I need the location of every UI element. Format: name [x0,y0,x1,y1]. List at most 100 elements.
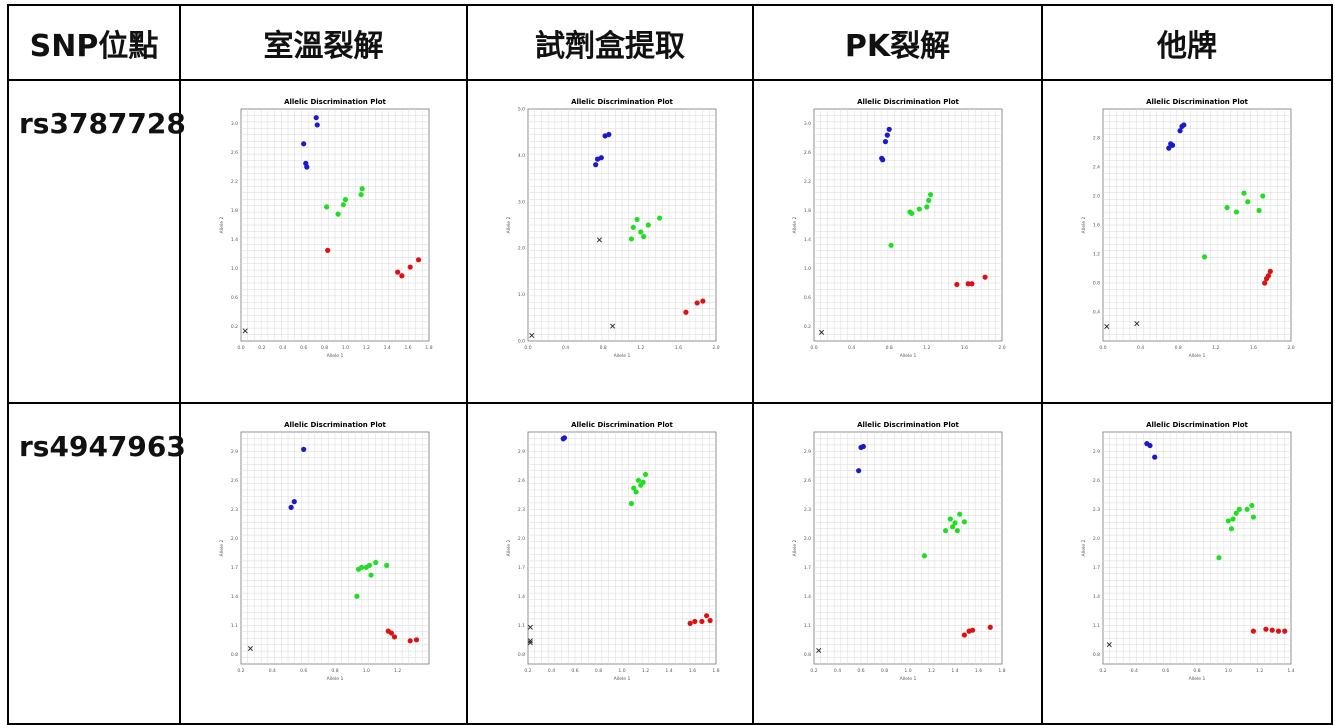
x-tick-label: 0.2 [237,668,244,674]
hetero-point [645,222,651,228]
x-tick-label: 1.8 [998,668,1005,674]
allele2-point [692,618,698,625]
x-tick-label: 1.8 [425,345,432,351]
x-tick-label: 1.2 [1256,668,1263,674]
hetero-point [657,215,663,221]
header-snp: SNP位點 [7,4,181,81]
plot-cell: Allelic Discrimination Plot 0.0 0.4 0.8 1.2 1… [752,79,1043,404]
y-tick-label: 2.6 [231,478,238,484]
allele2-point [970,627,976,633]
hetero-point [954,528,960,534]
x-tick-label: 0.8 [881,668,888,674]
allelic-discrimination-plot: Allelic Discrimination Plot 0.2 0.4 0.6 0.8 1… [506,421,720,682]
ntc-stroke [819,329,825,335]
y-tick-label: 1.1 [1093,623,1100,629]
hetero-point [1233,510,1239,516]
allele2-point [1262,280,1268,286]
ntc-marker [1106,642,1112,648]
allele1-point [1166,145,1172,151]
y-tick-label: 1.4 [518,594,525,600]
allele1-point [561,435,568,441]
x-tick-label: 1.2 [1212,345,1219,351]
hetero-point [1228,526,1235,532]
x-axis-label: Allele 1 [327,676,344,682]
allele1-point [882,139,889,145]
allele2-point [687,620,693,626]
x-tick-label: 0.2 [810,668,817,674]
y-tick-label: 0.6 [231,295,238,301]
plot-cell: Allelic Discrimination Plot 0.0 0.4 0.8 1.2 1… [466,79,754,404]
ntc-stroke [1106,642,1112,648]
x-tick-label: 0.0 [1099,345,1106,351]
hetero-point [961,519,967,525]
hetero-point [957,511,963,517]
allele1-point [884,132,890,138]
allele1-point [598,155,604,161]
x-tick-label: 0.4 [834,668,841,674]
header-pk-lysis: PK裂解 [752,4,1043,81]
y-tick-label: 1.7 [518,565,525,571]
y-tick-label: 1.8 [231,208,238,214]
x-tick-label: 1.2 [363,345,370,351]
plot-title: Allelic Discrimination Plot [857,98,959,106]
allele2-point [694,300,700,306]
x-tick-label: 2.0 [712,345,719,351]
ntc-marker [610,323,616,329]
y-tick-label: 2.6 [804,478,811,484]
x-tick-label: 0.2 [258,345,265,351]
y-tick-label: 2.3 [231,507,238,513]
x-axis-label: Allele 1 [1189,676,1206,682]
y-tick-label: 1.7 [804,565,811,571]
y-tick-label: 2.0 [804,536,811,542]
allele2-point [982,274,988,280]
y-tick-label: 2.0 [518,246,525,252]
allele2-point [954,281,960,288]
allelic-discrimination-plot: Allelic Discrimination Plot 0.2 0.4 0.6 0.8 1… [792,421,1006,682]
hetero-point [340,202,346,208]
y-tick-label: 1.1 [804,623,811,629]
ntc-stroke [596,237,602,243]
y-tick-label: 2.3 [518,507,525,513]
allele1-point [314,122,320,128]
plot-title: Allelic Discrimination Plot [284,98,386,106]
plot-cell: Allelic Discrimination Plot 0.0 0.4 0.8 1.2 1… [1041,79,1333,404]
x-axis-label: Allele 1 [900,353,917,359]
hetero-point [1241,190,1247,196]
plot-title: Allelic Discrimination Plot [857,421,959,429]
allele1-point [313,115,319,121]
y-axis-label: Allele 2 [792,540,798,557]
plot-cell: Allelic Discrimination Plot 0.2 0.4 0.6 0.8 1… [1041,402,1333,725]
allele2-point [395,269,401,275]
hetero-point [642,471,649,478]
allele2-point [961,632,967,638]
plot-cell: Allelic Discrimination Plot 0.2 0.4 0.6 0.8 1… [466,402,754,725]
x-tick-label: 1.6 [675,345,682,351]
y-axis-label: Allele 2 [1081,540,1087,557]
row-label-rs3787728: rs3787728 [7,79,186,404]
allele2-point [987,624,993,630]
hetero-point [1236,506,1242,512]
x-tick-label: 0.4 [1137,345,1144,351]
hetero-point [354,593,360,599]
y-axis-label: Allele 2 [219,217,225,234]
header-room-temp-lysis: 室溫裂解 [179,4,468,81]
ntc-marker [527,624,533,630]
plot-cell: Allelic Discrimination Plot 0.2 0.4 0.6 0.8 1… [179,402,468,725]
y-tick-label: 2.3 [804,507,811,513]
y-axis-label: Allele 2 [1081,217,1087,234]
y-tick-label: 2.9 [804,449,811,455]
hetero-point [1225,518,1231,524]
hetero-point [1245,199,1251,205]
y-tick-label: 2.6 [231,150,238,156]
x-tick-label: 0.2 [1099,668,1106,674]
y-tick-label: 2.6 [518,478,525,484]
x-tick-label: 1.6 [961,345,968,351]
y-tick-label: 0.0 [518,339,525,345]
x-tick-label: 1.6 [689,668,696,674]
allele2-point [699,618,705,625]
x-tick-label: 1.0 [904,668,911,674]
allele1-point [288,504,294,510]
ntc-stroke [247,646,253,652]
y-tick-label: 1.4 [804,594,811,600]
allele1-point [856,468,862,474]
